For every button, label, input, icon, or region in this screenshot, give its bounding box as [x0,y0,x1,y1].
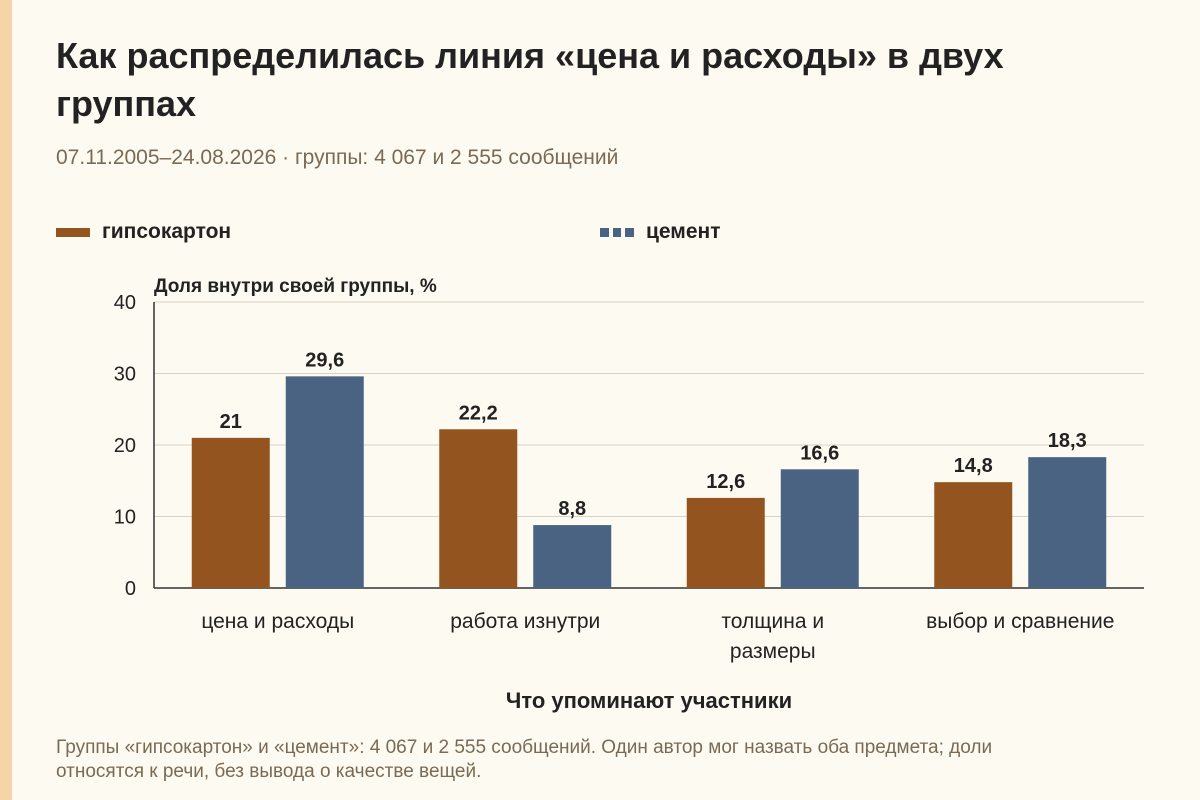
data-label: 21 [220,411,242,433]
legend-label-cement: цемент [646,220,721,243]
data-label: 8,8 [558,498,586,520]
bar-gypsum [686,497,765,588]
data-label: 14,8 [954,455,993,477]
y-axis-label: Доля внутри своей группы, % [154,276,437,297]
bar-cement [533,525,612,588]
y-tick-label: 30 [114,364,136,386]
x-axis-label: Что упоминают участники [506,688,792,713]
bar-cement [285,376,364,588]
chart-title: Как распределилась линия «цена и расходы… [56,35,1004,124]
x-tick-label: размеры [730,640,816,663]
bar-gypsum [439,429,518,588]
legend-swatch-cement [600,227,634,237]
data-label: 12,6 [706,471,745,493]
legend-swatch-gypsum [56,227,90,237]
bar-cement [1028,457,1107,588]
x-tick-label: цена и расходы [201,610,354,633]
y-tick-label: 20 [114,435,136,457]
data-label: 18,3 [1048,430,1087,452]
legend-item-gypsum: гипсокартон [56,220,231,244]
x-tick-label: работа изнутри [450,610,600,633]
footnote: Группы «гипсокартон» и «цемент»: 4 067 и… [56,737,993,782]
chart-subtitle: 07.11.2005–24.08.2026 · группы: 4 067 и … [56,146,619,169]
legend-item-cement: цемент [600,220,721,244]
data-label: 16,6 [800,442,839,464]
legend-label-gypsum: гипсокартон [102,220,232,243]
y-tick-label: 0 [125,578,136,600]
y-tick-label: 40 [114,292,136,314]
data-label: 29,6 [305,349,344,371]
x-tick-label: толщина и [721,610,824,633]
bar-gypsum [934,482,1013,588]
accent-strip [0,0,12,800]
y-tick-label: 10 [114,507,136,529]
data-label: 22,2 [459,402,498,424]
bar-cement [780,469,859,588]
bar-gypsum [191,437,270,588]
x-tick-label: выбор и сравнение [926,610,1114,633]
